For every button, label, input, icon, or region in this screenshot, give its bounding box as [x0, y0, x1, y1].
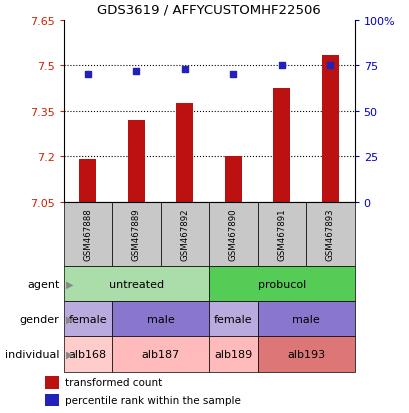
Text: male: male — [292, 314, 319, 324]
Title: GDS3619 / AFFYCUSTOMHF22506: GDS3619 / AFFYCUSTOMHF22506 — [97, 4, 320, 17]
Bar — [63, 301, 112, 337]
Bar — [112, 202, 160, 266]
Text: GSM467892: GSM467892 — [180, 207, 189, 260]
Text: alb187: alb187 — [141, 349, 179, 359]
Text: probucol: probucol — [257, 279, 305, 289]
Bar — [79, 160, 96, 202]
Bar — [224, 157, 241, 202]
Text: GSM467890: GSM467890 — [228, 207, 237, 260]
Bar — [45, 394, 59, 406]
Text: male: male — [146, 314, 174, 324]
Text: transformed count: transformed count — [65, 377, 162, 387]
Text: ▶: ▶ — [65, 349, 73, 359]
Text: gender: gender — [20, 314, 59, 324]
Point — [326, 63, 333, 69]
Point — [84, 72, 91, 78]
Bar — [63, 337, 112, 372]
Bar — [257, 202, 306, 266]
Bar — [160, 202, 209, 266]
Bar — [63, 266, 209, 301]
Text: female: female — [213, 314, 252, 324]
Bar — [112, 301, 209, 337]
Bar — [257, 337, 354, 372]
Text: female: female — [68, 314, 107, 324]
Text: GSM467893: GSM467893 — [325, 207, 334, 260]
Text: agent: agent — [27, 279, 59, 289]
Bar — [209, 301, 257, 337]
Text: alb193: alb193 — [286, 349, 324, 359]
Bar — [321, 55, 338, 202]
Bar — [257, 301, 354, 337]
Text: ▶: ▶ — [65, 279, 73, 289]
Bar — [112, 337, 209, 372]
Bar — [176, 104, 193, 202]
Bar — [209, 202, 257, 266]
Text: GSM467889: GSM467889 — [132, 207, 140, 260]
Text: individual: individual — [5, 349, 59, 359]
Point — [181, 66, 188, 73]
Bar — [209, 266, 354, 301]
Text: GSM467891: GSM467891 — [277, 207, 285, 260]
Point — [133, 68, 139, 75]
Bar — [209, 337, 257, 372]
Text: ▶: ▶ — [65, 314, 73, 324]
Text: alb189: alb189 — [214, 349, 252, 359]
Text: GSM467888: GSM467888 — [83, 207, 92, 260]
Point — [229, 72, 236, 78]
Text: percentile rank within the sample: percentile rank within the sample — [65, 395, 240, 405]
Bar — [306, 202, 354, 266]
Point — [278, 63, 284, 69]
Bar — [45, 376, 59, 389]
Text: untreated: untreated — [108, 279, 164, 289]
Bar — [128, 121, 144, 202]
Bar — [63, 202, 112, 266]
Bar — [273, 89, 290, 202]
Text: alb168: alb168 — [69, 349, 107, 359]
